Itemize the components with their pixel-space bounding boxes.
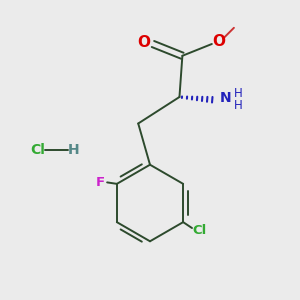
Text: O: O (138, 35, 151, 50)
Text: O: O (213, 34, 226, 49)
Text: H: H (234, 87, 243, 100)
Text: Cl: Cl (31, 143, 46, 157)
Text: F: F (96, 176, 105, 189)
Text: H: H (234, 99, 243, 112)
Text: N: N (220, 92, 232, 106)
Text: Cl: Cl (192, 224, 206, 238)
Text: H: H (68, 143, 79, 157)
